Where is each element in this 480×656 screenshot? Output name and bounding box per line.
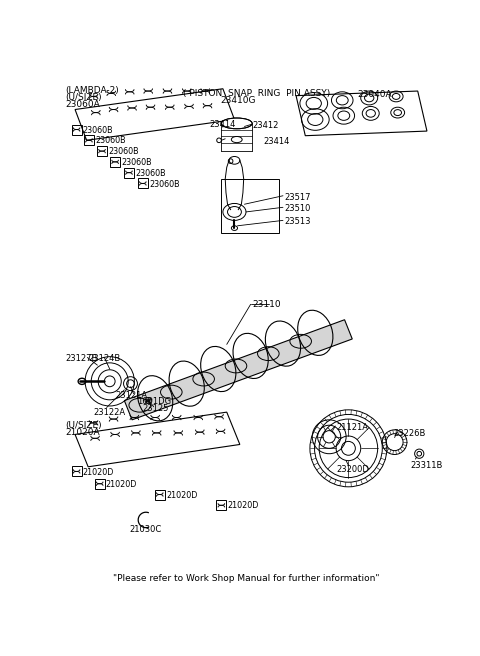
Text: 23124B: 23124B <box>88 354 120 363</box>
Ellipse shape <box>221 118 252 129</box>
Text: 1601DG: 1601DG <box>137 397 171 405</box>
Text: 23410G: 23410G <box>221 96 256 106</box>
Text: 23060B: 23060B <box>83 126 113 134</box>
Bar <box>72 125 82 134</box>
Text: 21121A: 21121A <box>337 423 369 432</box>
Bar <box>138 178 148 188</box>
Text: 23127B: 23127B <box>65 354 97 363</box>
Text: 23060B: 23060B <box>149 180 180 188</box>
Text: 23414: 23414 <box>263 137 289 146</box>
Text: 23517: 23517 <box>285 193 311 201</box>
Text: 23200D: 23200D <box>337 465 370 474</box>
Text: 23060B: 23060B <box>95 136 126 146</box>
Text: 23121A: 23121A <box>115 392 147 400</box>
Text: 21030C: 21030C <box>129 525 161 535</box>
Text: 21020A: 21020A <box>65 428 100 436</box>
Text: 23412: 23412 <box>252 121 278 130</box>
Bar <box>84 135 94 146</box>
Text: 21020D: 21020D <box>228 501 259 510</box>
Text: 23060A: 23060A <box>65 100 100 110</box>
Text: "Please refer to Work Shop Manual for further information": "Please refer to Work Shop Manual for fu… <box>113 574 379 583</box>
Text: 23311B: 23311B <box>410 461 443 470</box>
Text: 23510: 23510 <box>285 204 311 213</box>
Bar <box>97 146 107 156</box>
Bar <box>216 501 227 510</box>
Text: 23414: 23414 <box>209 119 235 129</box>
Text: 21020D: 21020D <box>106 480 137 489</box>
Text: 23060B: 23060B <box>121 158 152 167</box>
Text: ( PISTON  SNAP  RING  PIN ASSY): ( PISTON SNAP RING PIN ASSY) <box>183 89 330 98</box>
Text: (U/SIZE): (U/SIZE) <box>65 93 102 102</box>
Bar <box>221 179 279 233</box>
Text: 23122A: 23122A <box>94 408 126 417</box>
Bar <box>124 168 134 178</box>
Bar <box>72 466 82 476</box>
Text: 23040A: 23040A <box>358 91 392 99</box>
Text: 23513: 23513 <box>285 217 311 226</box>
Text: 21020D: 21020D <box>83 468 114 476</box>
Bar <box>110 157 120 167</box>
Text: 23125: 23125 <box>143 405 169 413</box>
Bar <box>155 489 165 499</box>
Bar <box>95 479 105 489</box>
Text: 23110: 23110 <box>252 300 281 310</box>
Text: (U/SIZE): (U/SIZE) <box>65 420 102 430</box>
Text: 23060B: 23060B <box>135 169 166 178</box>
Text: 23060B: 23060B <box>108 147 139 156</box>
Text: (LAMBDA-2): (LAMBDA-2) <box>65 87 119 95</box>
Text: 21020D: 21020D <box>166 491 197 500</box>
Polygon shape <box>124 319 352 420</box>
Text: 23226B: 23226B <box>394 429 426 438</box>
